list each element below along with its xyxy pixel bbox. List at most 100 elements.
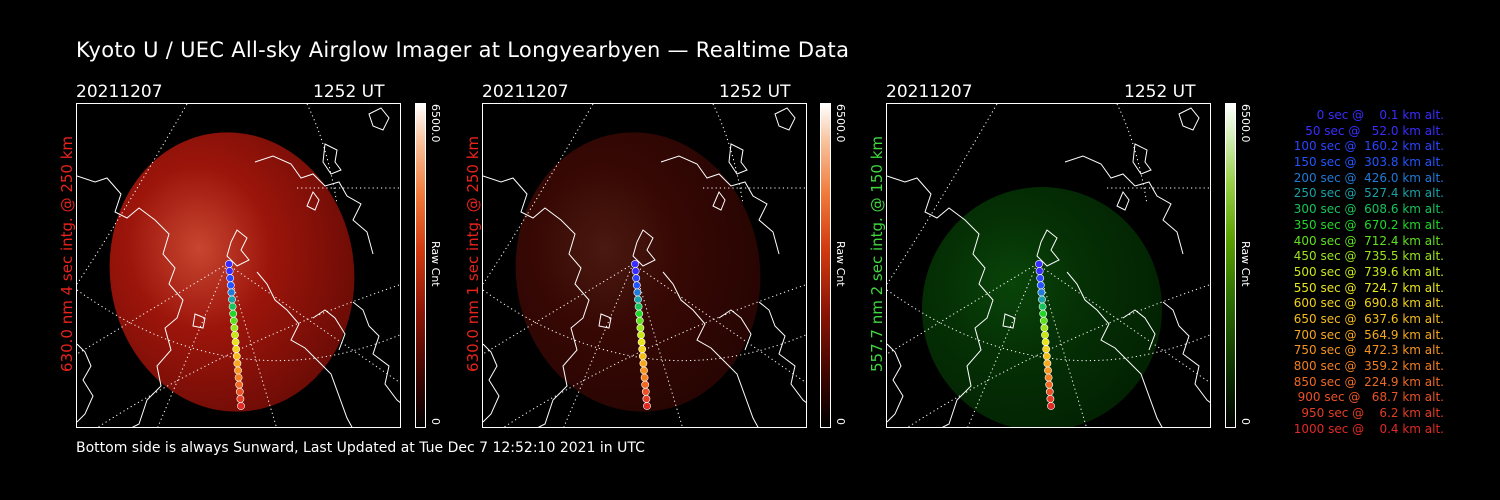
panel-3-image: [886, 103, 1211, 428]
legend-row: 1000 sec @ 0.4 km alt.: [1293, 421, 1444, 436]
trajectory-dot: [1035, 267, 1044, 275]
trajectory-dot: [634, 302, 643, 311]
trajectory-dot: [237, 402, 245, 410]
trajectory-dot: [226, 281, 235, 290]
legend-row: 900 sec @ 68.7 km alt.: [1293, 390, 1444, 405]
trajectory-dot: [232, 345, 241, 354]
trajectory-dot: [637, 331, 645, 339]
legend-row: 50 sec @ 52.0 km alt.: [1297, 123, 1444, 138]
trajectory-dot: [631, 267, 640, 275]
panel-2-image: [482, 103, 807, 428]
trajectory-dot: [1045, 380, 1054, 389]
trajectory-dot: [233, 359, 242, 368]
trajectory-dot: [1036, 281, 1045, 290]
trajectory-dot: [643, 402, 651, 410]
legend-row: 450 sec @ 735.5 km alt.: [1289, 249, 1444, 264]
legend-row: 850 sec @ 224.9 km alt.: [1289, 374, 1444, 389]
trajectory-dot: [1038, 302, 1047, 311]
panel-2-colorbar: [820, 103, 831, 428]
trajectory-dot: [641, 380, 650, 389]
panel-1-image: [76, 103, 401, 428]
legend-row: 950 sec @ 6.2 km alt.: [1297, 406, 1444, 421]
trajectory-dot: [640, 366, 648, 375]
legend-row: 500 sec @ 739.6 km alt.: [1289, 264, 1444, 279]
trajectory-dot: [640, 373, 649, 382]
trajectory-dot: [234, 366, 242, 375]
footer-status: Bottom side is always Sunward, Last Upda…: [76, 440, 645, 456]
altitude-legend: 0 sec @ 0.1 km alt. 50 sec @ 52.0 km alt…: [1262, 108, 1444, 437]
legend-row: 650 sec @ 637.6 km alt.: [1289, 311, 1444, 326]
trajectory-dot: [632, 274, 641, 283]
trajectory-dot: [1041, 331, 1049, 339]
panel-3-colorbar: [1225, 103, 1236, 428]
trajectory-dot: [1043, 359, 1052, 368]
trajectory-dot: [1045, 387, 1054, 396]
trajectory-dot: [1044, 366, 1052, 375]
trajectory-dot: [1035, 260, 1043, 268]
trajectory-dot: [639, 359, 648, 368]
trajectory-dot: [1042, 345, 1051, 354]
trajectory-dot: [230, 323, 239, 332]
trajectory-dot: [1039, 309, 1048, 318]
trajectory-dot: [235, 380, 244, 389]
panel-3-date: 20211207: [886, 82, 973, 102]
trajectory-dot: [229, 316, 238, 325]
panel-1-colorbar-label: Raw Cnt: [429, 241, 442, 287]
trajectory-dot: [231, 338, 240, 346]
trajectory-dot: [232, 352, 241, 361]
trajectory-dot: [635, 309, 644, 318]
trajectory-dot: [231, 331, 239, 339]
legend-row: 150 sec @ 303.8 km alt.: [1289, 155, 1444, 170]
legend-row: 600 sec @ 690.8 km alt.: [1289, 296, 1444, 311]
panel-1-colorbar-min: 0: [429, 418, 442, 425]
trajectory-dot: [227, 288, 236, 297]
trajectory-dot: [637, 338, 646, 346]
trajectory-dot: [632, 281, 641, 290]
trajectory-dot: [228, 295, 236, 304]
legend-row: 550 sec @ 724.7 km alt.: [1289, 280, 1444, 295]
trajectory-dot: [226, 274, 235, 283]
legend-row: 750 sec @ 472.3 km alt.: [1289, 343, 1444, 358]
panel-1-colorbar: [415, 103, 426, 428]
trajectory-dot: [642, 394, 651, 403]
trajectory-dot: [1040, 323, 1049, 332]
trajectory-dot: [235, 387, 244, 396]
trajectory-dot: [228, 302, 237, 311]
trajectory-dot: [1047, 402, 1055, 410]
panel-1-time: 1252 UT: [313, 82, 385, 102]
panel-2-ylabel: 630.0 nm 1 sec intg. @ 250 km: [464, 135, 482, 372]
trajectory-dot: [234, 373, 243, 382]
trajectory-dot: [634, 295, 642, 304]
trajectory-dot: [1037, 288, 1046, 297]
panel-3-time: 1252 UT: [1124, 82, 1196, 102]
panel-2-time: 1252 UT: [719, 82, 791, 102]
panel-2-colorbar-label: Raw Cnt: [834, 241, 847, 287]
trajectory-dot: [631, 260, 639, 268]
legend-row: 800 sec @ 359.2 km alt.: [1289, 359, 1444, 373]
panel-1-ylabel: 630.0 nm 4 sec intg. @ 250 km: [58, 135, 76, 372]
trajectory-dot: [1041, 338, 1050, 346]
legend-row: 200 sec @ 426.0 km alt.: [1289, 170, 1444, 185]
trajectory-dot: [1039, 316, 1048, 325]
panel-3-colorbar-label: Raw Cnt: [1239, 241, 1252, 287]
legend-row: 250 sec @ 527.4 km alt.: [1289, 186, 1444, 201]
trajectory-dot: [633, 288, 642, 297]
panel-1-colorbar-max: 6500.0: [429, 104, 442, 143]
legend-row: 400 sec @ 712.4 km alt.: [1289, 233, 1444, 248]
trajectory-dot: [1038, 295, 1046, 304]
legend-row: 100 sec @ 160.2 km alt.: [1289, 139, 1444, 154]
trajectory-dot: [638, 345, 647, 354]
trajectory-dot: [1046, 394, 1055, 403]
legend-row: 300 sec @ 608.6 km alt.: [1289, 202, 1444, 217]
panel-1-date: 20211207: [76, 82, 163, 102]
panel-2-colorbar-max: 6500.0: [834, 104, 847, 143]
trajectory-dot: [636, 323, 645, 332]
legend-row: 0 sec @ 0.1 km alt.: [1305, 108, 1444, 122]
trajectory-dot: [1036, 274, 1045, 283]
trajectory-dot: [225, 267, 234, 275]
legend-row: 700 sec @ 564.9 km alt.: [1289, 327, 1444, 342]
page-title: Kyoto U / UEC All-sky Airglow Imager at …: [76, 38, 850, 62]
panel-3-colorbar-max: 6500.0: [1239, 104, 1252, 143]
legend-row: 350 sec @ 670.2 km alt.: [1289, 217, 1444, 232]
panel-2-date: 20211207: [482, 82, 569, 102]
